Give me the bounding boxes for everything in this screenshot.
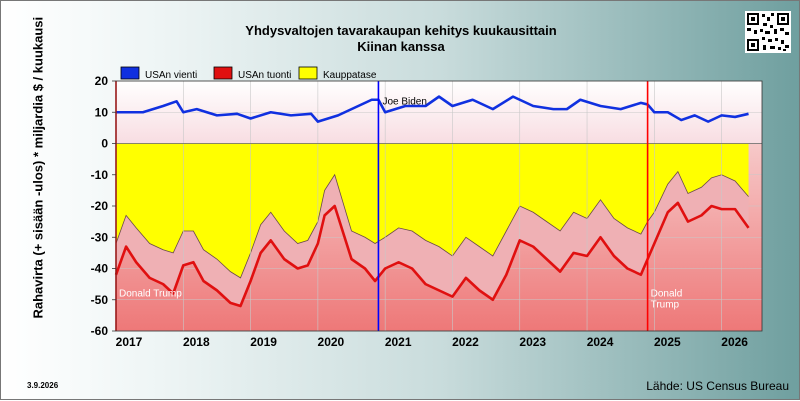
y-tick-label: -50 (91, 293, 109, 307)
x-tick-label: 2024 (587, 335, 614, 349)
date-label: 3.9.2026 (27, 381, 59, 390)
annotation-label: Joe Biden (382, 96, 426, 107)
y-tick-label: -60 (91, 324, 109, 338)
y-tick-label: -40 (91, 262, 109, 276)
x-tick-label: 2019 (250, 335, 277, 349)
annotation-label: Donald Trump (119, 289, 182, 300)
y-tick-label: 20 (95, 74, 109, 88)
chart-title-line2: Kiinan kanssa (357, 39, 445, 54)
x-tick-label: 2021 (385, 335, 412, 349)
legend-label: Kauppatase (323, 70, 377, 81)
x-tick-label: 2022 (452, 335, 479, 349)
y-tick-label: -10 (91, 168, 109, 182)
qr-code-icon (745, 11, 791, 53)
y-tick-label: 0 (101, 137, 108, 151)
y-tick-label: -30 (91, 230, 109, 244)
source-label: Lähde: US Census Bureau (646, 379, 789, 393)
exports-line (116, 95, 749, 123)
y-tick-label: 10 (95, 105, 109, 119)
imports-line (114, 201, 750, 308)
x-tick-label: 2017 (116, 335, 143, 349)
balance-area (116, 143, 749, 278)
x-tick-label: 2018 (183, 335, 210, 349)
x-tick-label: 2023 (519, 335, 546, 349)
chart-title-line1: Yhdysvaltojen tavarakaupan kehitys kuuka… (245, 23, 557, 38)
balance-line (115, 170, 749, 279)
legend-label: USAn vienti (145, 70, 197, 81)
imports-band (116, 143, 749, 306)
x-tick-label: 2026 (721, 335, 748, 349)
legend-label: USAn tuonti (238, 70, 291, 81)
x-tick-label: 2020 (318, 335, 345, 349)
legend-swatch (213, 66, 233, 80)
legend-swatch (120, 66, 140, 80)
annotation-label: Donald Trump (651, 289, 683, 311)
legend-swatch (298, 66, 318, 80)
y-tick-label: -20 (91, 199, 109, 213)
x-tick-label: 2025 (654, 335, 681, 349)
